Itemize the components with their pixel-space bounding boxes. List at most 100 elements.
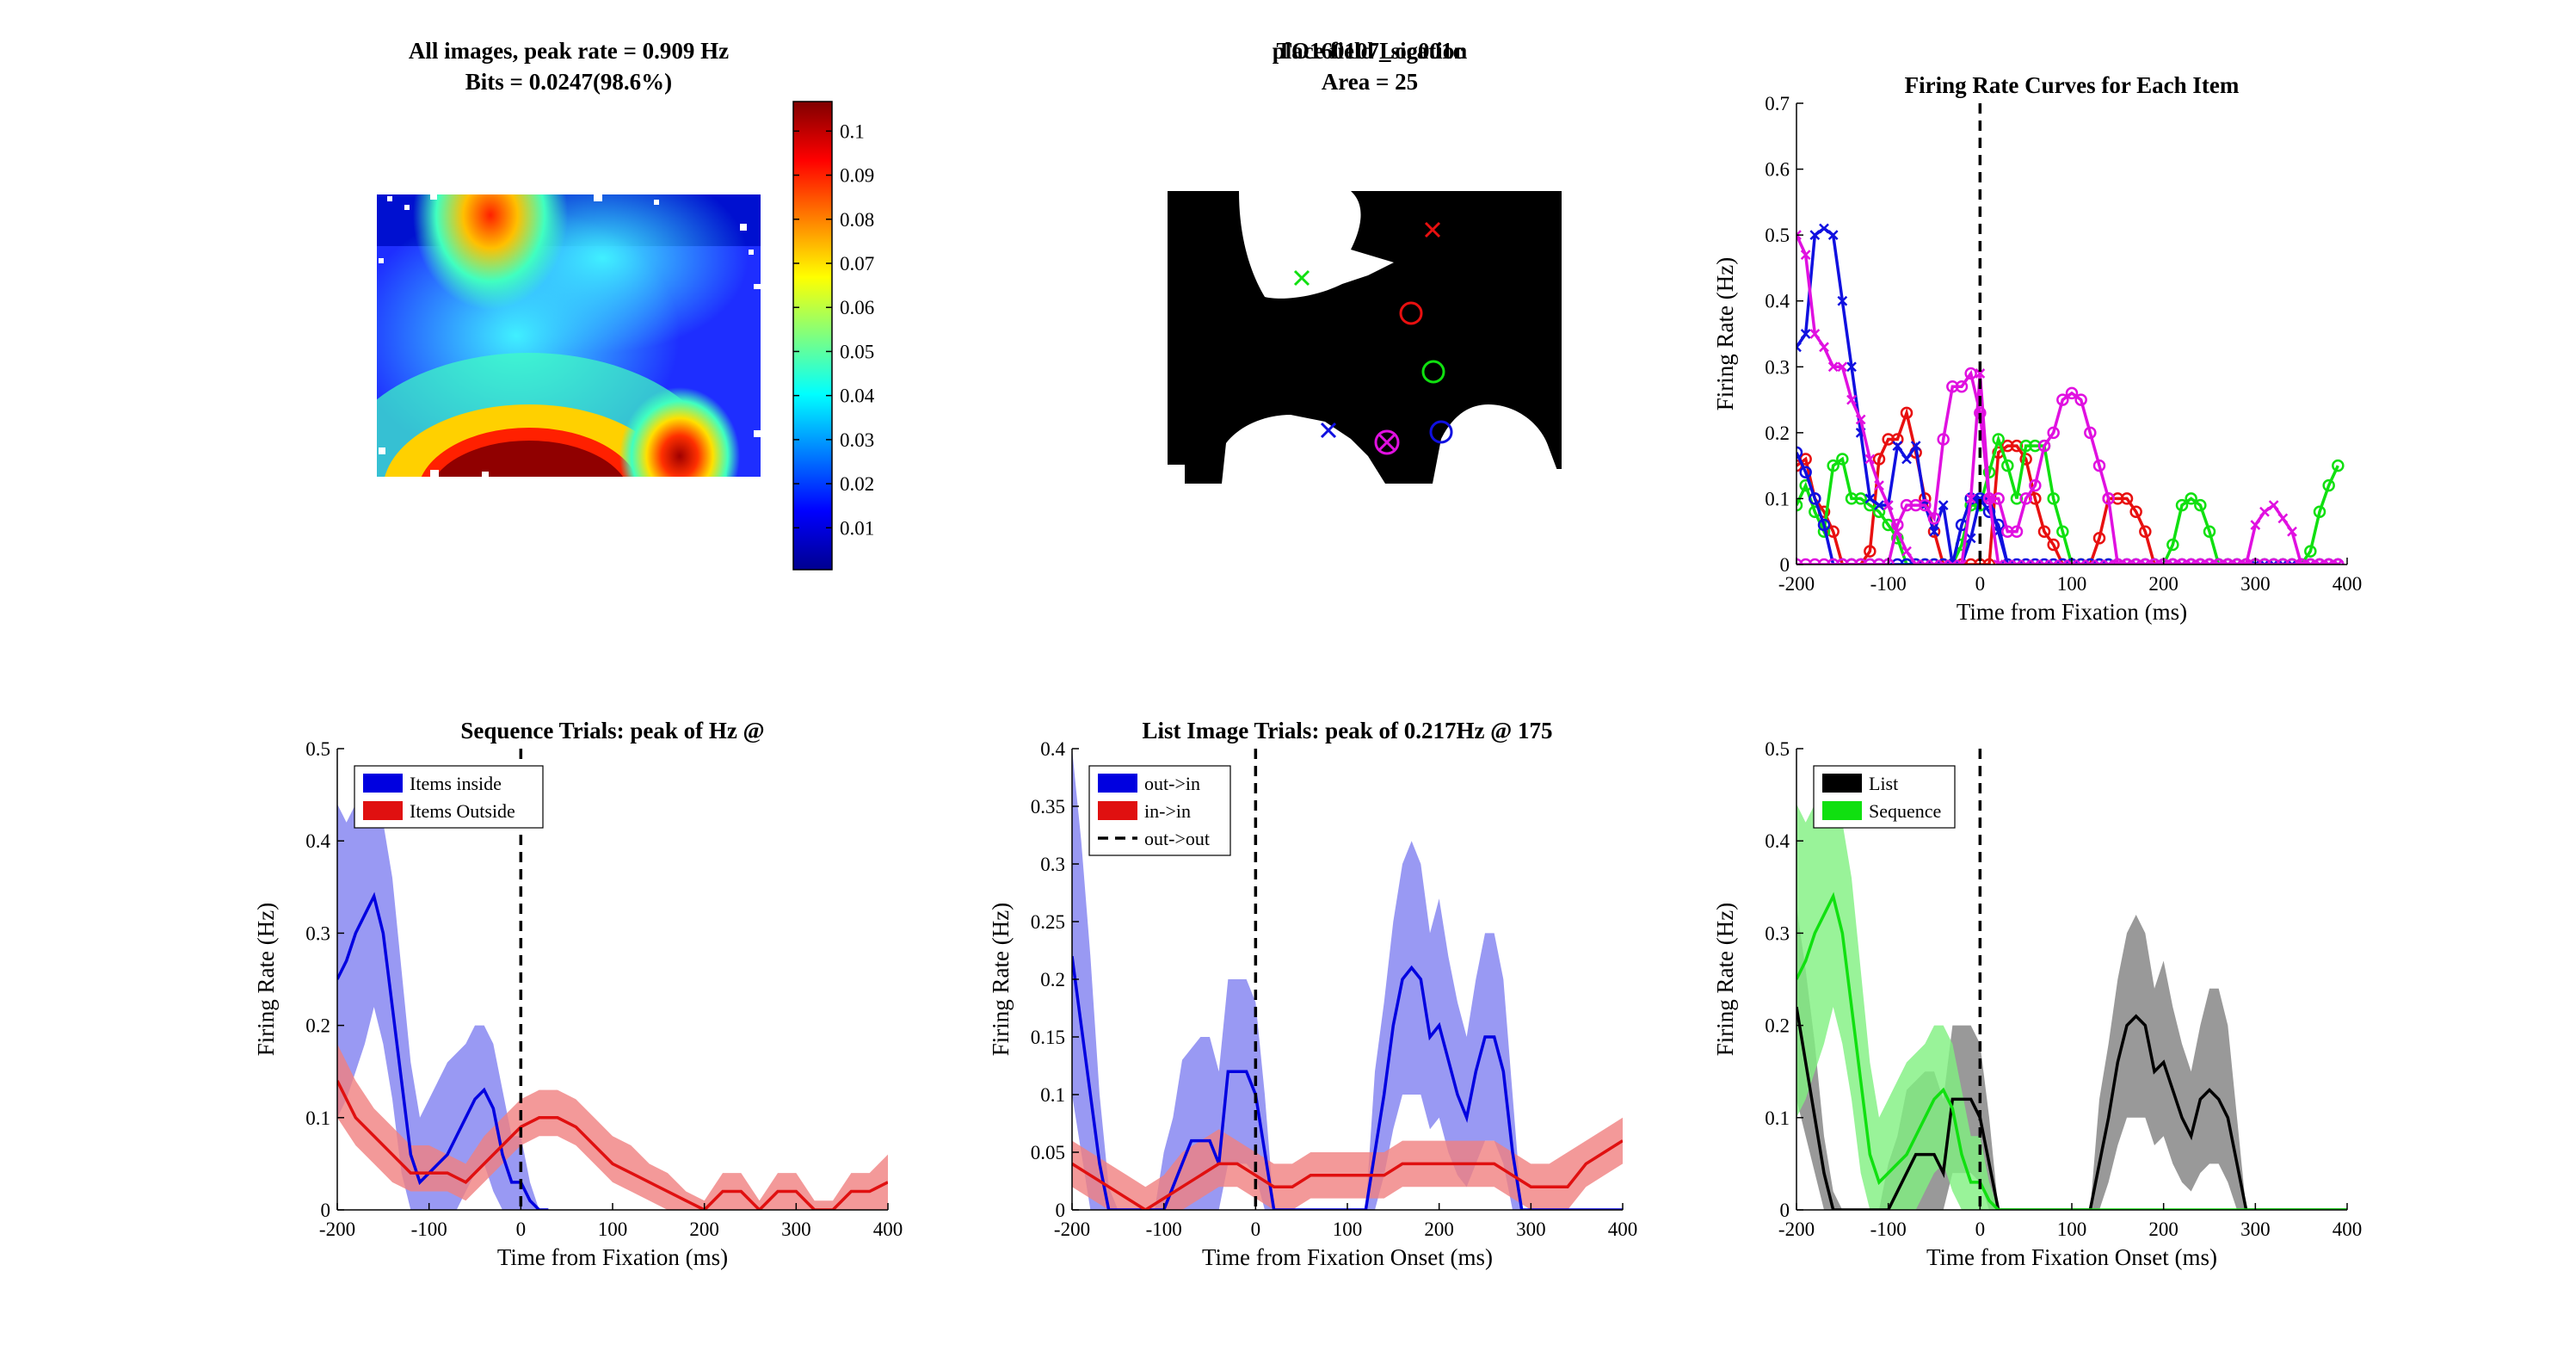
data-point bbox=[1919, 558, 1932, 565]
data-point bbox=[2074, 393, 2087, 406]
data-point bbox=[2268, 559, 2279, 565]
data-point bbox=[2240, 558, 2252, 565]
data-point bbox=[1809, 329, 1821, 339]
data-point bbox=[2185, 492, 2197, 505]
data-point bbox=[2074, 558, 2087, 565]
data-point bbox=[1796, 230, 1802, 241]
data-point bbox=[2304, 545, 2317, 558]
data-point bbox=[1864, 558, 1877, 565]
data-point bbox=[2122, 559, 2132, 565]
data-point bbox=[1864, 453, 1876, 465]
data-point bbox=[2001, 558, 2014, 565]
data-point bbox=[1993, 559, 2004, 565]
data-point bbox=[2084, 558, 2097, 565]
green-circle-marker bbox=[1421, 360, 1445, 384]
x-tick-label: 400 bbox=[1608, 1219, 1638, 1240]
data-point bbox=[1992, 492, 2005, 505]
x-tick-label: 0 bbox=[1251, 1219, 1261, 1240]
data-point bbox=[2039, 559, 2049, 565]
data-point bbox=[2149, 559, 2160, 565]
y-tick-label: 0.5 bbox=[1765, 738, 1790, 760]
data-point bbox=[1837, 295, 1848, 306]
y-tick-label: 0 bbox=[1056, 1200, 1066, 1221]
data-point bbox=[2129, 505, 2142, 518]
data-point bbox=[2103, 559, 2114, 565]
data-point bbox=[1817, 558, 1831, 565]
data-point bbox=[2037, 558, 2051, 565]
data-point bbox=[1900, 558, 1914, 565]
data-point bbox=[2002, 559, 2013, 565]
data-point bbox=[2333, 559, 2344, 565]
data-point bbox=[1892, 441, 1903, 452]
data-point bbox=[2259, 506, 2270, 517]
place-field-markers bbox=[1293, 221, 1453, 455]
place-field-panel: TO160107_sig001c place field Location Ar… bbox=[1168, 38, 1562, 484]
series-line bbox=[1796, 434, 2339, 565]
data-point bbox=[2120, 558, 2134, 565]
heatmap-title-line2: Bits = 0.0247(98.6%) bbox=[465, 69, 672, 95]
red-circle-marker bbox=[1399, 301, 1423, 325]
colorbar-tick-label: 0.06 bbox=[840, 297, 874, 318]
data-point bbox=[1992, 433, 2005, 446]
data-point bbox=[2222, 559, 2234, 565]
y-tick-label: 0.2 bbox=[1765, 423, 1790, 444]
data-point bbox=[1964, 558, 1977, 565]
data-point bbox=[2029, 492, 2042, 505]
y-tick-label: 0.5 bbox=[305, 738, 330, 760]
legend-swatch bbox=[363, 801, 403, 820]
data-point bbox=[1800, 329, 1811, 339]
y-axis-label: Firing Rate (Hz) bbox=[1712, 257, 1738, 410]
data-point bbox=[1891, 518, 1904, 532]
colorbar-tick-label: 0.07 bbox=[840, 253, 874, 275]
x-tick-label: 300 bbox=[2240, 573, 2271, 595]
data-point bbox=[2047, 538, 2060, 552]
x-tick-label: -200 bbox=[1054, 1219, 1090, 1240]
series-band bbox=[1072, 749, 1623, 1210]
data-point bbox=[2313, 505, 2326, 518]
data-point bbox=[2332, 459, 2345, 472]
legend-swatch bbox=[363, 774, 403, 793]
data-point bbox=[1809, 492, 1821, 505]
series-line bbox=[1796, 234, 2339, 565]
series-line bbox=[337, 1080, 888, 1210]
data-point bbox=[2092, 558, 2106, 565]
data-point bbox=[1855, 414, 1866, 425]
y-tick-label: 0.4 bbox=[1765, 291, 1790, 312]
x-tick-label: 0 bbox=[1975, 573, 1986, 595]
y-tick-label: 0.5 bbox=[1765, 225, 1790, 246]
data-point bbox=[2195, 559, 2206, 565]
data-point bbox=[2250, 559, 2261, 565]
data-point bbox=[1883, 500, 1894, 510]
legend-label: Items Outside bbox=[410, 800, 515, 822]
data-point bbox=[2295, 558, 2308, 565]
data-point bbox=[1964, 367, 1977, 380]
data-point bbox=[2056, 558, 2069, 565]
heatmap-panel: All images, peak rate = 0.909 Hz Bits = … bbox=[377, 38, 875, 571]
y-tick-label: 0.05 bbox=[1031, 1142, 1065, 1163]
x-tick-label: -200 bbox=[1778, 1219, 1815, 1240]
data-point bbox=[1946, 558, 1959, 565]
list-vs-sequence-chart: -200 -100 0 100 200 300 400 0 0.1 0.2 0.3 0.4 0.5 Tim… bbox=[1712, 738, 2362, 1270]
data-point bbox=[1982, 558, 1996, 565]
data-point bbox=[2139, 558, 2152, 565]
x-tick-label: 0 bbox=[516, 1219, 527, 1240]
data-point bbox=[2177, 559, 2187, 565]
x-axis-label: Time from Fixation (ms) bbox=[1957, 599, 2187, 625]
x-tick-label: 200 bbox=[2148, 573, 2179, 595]
x-tick-label: 300 bbox=[781, 1219, 811, 1240]
data-point bbox=[2111, 558, 2124, 565]
data-point bbox=[2222, 558, 2234, 565]
chart-title: Sequence Trials: peak of Hz @ bbox=[460, 718, 764, 743]
data-point bbox=[2029, 439, 2042, 453]
y-tick-label: 0.3 bbox=[1040, 854, 1065, 875]
data-point bbox=[2010, 525, 2024, 538]
data-point bbox=[1827, 459, 1840, 472]
data-point bbox=[1900, 406, 1914, 420]
x-tick-label: -100 bbox=[1870, 573, 1907, 595]
data-point bbox=[2258, 558, 2271, 565]
legend-label: Items inside bbox=[410, 773, 502, 794]
y-tick-label: 0.2 bbox=[1040, 969, 1065, 990]
y-tick-label: 0.25 bbox=[1031, 911, 1065, 933]
y-tick-label: 0.2 bbox=[305, 1015, 330, 1037]
